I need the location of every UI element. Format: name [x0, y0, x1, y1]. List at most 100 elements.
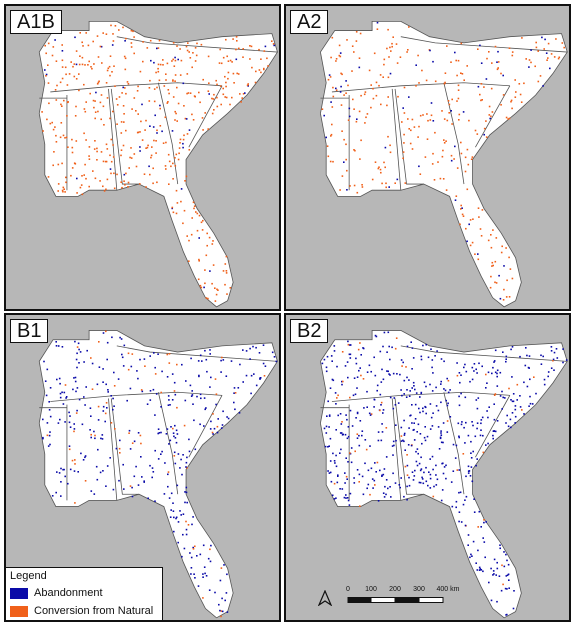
change-pixel — [75, 358, 78, 361]
change-pixel — [432, 468, 434, 471]
change-pixel — [171, 373, 174, 375]
change-pixel — [221, 356, 223, 359]
change-pixel — [186, 235, 188, 237]
change-pixel — [165, 79, 167, 81]
change-pixel — [188, 51, 190, 53]
change-pixel — [183, 105, 185, 107]
change-pixel — [396, 62, 399, 64]
change-pixel — [547, 375, 549, 378]
change-pixel — [349, 409, 352, 412]
change-pixel — [215, 79, 217, 82]
change-pixel — [275, 360, 278, 363]
change-pixel — [485, 444, 487, 446]
change-pixel — [129, 156, 131, 159]
change-pixel — [135, 110, 137, 112]
change-pixel — [380, 381, 383, 383]
change-pixel — [514, 79, 516, 81]
change-pixel — [249, 58, 251, 60]
change-pixel — [440, 499, 443, 502]
change-pixel — [177, 521, 180, 523]
change-pixel — [48, 401, 50, 403]
change-pixel — [355, 31, 358, 33]
change-pixel — [445, 140, 447, 142]
change-pixel — [502, 74, 504, 77]
change-pixel — [331, 106, 334, 108]
change-pixel — [403, 419, 405, 422]
change-pixel — [155, 152, 157, 154]
change-pixel — [368, 69, 371, 72]
change-pixel — [359, 342, 361, 344]
change-pixel — [477, 253, 479, 255]
change-pixel — [193, 419, 195, 422]
change-pixel — [118, 447, 121, 450]
change-pixel — [445, 399, 447, 402]
change-pixel — [153, 88, 156, 90]
change-pixel — [151, 467, 154, 469]
change-pixel — [204, 269, 206, 271]
legend-item-abandonment: Abandonment — [10, 586, 103, 600]
change-pixel — [168, 443, 170, 445]
change-pixel — [106, 178, 109, 181]
change-pixel — [101, 62, 103, 64]
change-pixel — [210, 376, 212, 379]
change-pixel — [99, 180, 101, 182]
change-pixel — [550, 350, 553, 352]
change-pixel — [460, 204, 462, 207]
change-pixel — [420, 392, 422, 395]
change-pixel — [230, 360, 233, 362]
change-pixel — [374, 484, 376, 486]
change-pixel — [507, 425, 510, 428]
change-pixel — [539, 75, 542, 77]
change-pixel — [476, 427, 478, 430]
change-pixel — [408, 395, 411, 397]
change-pixel — [74, 463, 76, 465]
change-pixel — [113, 371, 115, 374]
change-pixel — [94, 434, 96, 437]
change-pixel — [439, 436, 442, 439]
change-pixel — [185, 466, 187, 468]
change-pixel — [400, 440, 403, 442]
change-pixel — [73, 470, 76, 472]
state-border — [110, 398, 139, 495]
scale-tick-100: 100 — [365, 586, 377, 593]
change-pixel — [440, 434, 443, 436]
change-pixel — [339, 432, 342, 434]
change-pixel — [76, 346, 79, 348]
change-pixel — [106, 465, 109, 467]
change-pixel — [55, 99, 58, 101]
change-pixel — [186, 133, 189, 135]
change-pixel — [477, 48, 479, 50]
change-pixel — [368, 412, 371, 415]
change-pixel — [404, 449, 406, 451]
change-pixel — [119, 452, 121, 454]
change-pixel — [105, 188, 107, 191]
change-pixel — [47, 82, 50, 84]
change-pixel — [43, 360, 45, 363]
change-pixel — [501, 408, 503, 410]
change-pixel — [360, 374, 362, 377]
change-pixel — [61, 346, 64, 348]
change-pixel — [90, 415, 92, 417]
change-pixel — [491, 265, 493, 267]
change-pixel — [481, 416, 484, 419]
change-pixel — [446, 420, 449, 422]
legend-swatch-abandonment — [10, 587, 28, 599]
change-pixel — [341, 351, 344, 353]
change-pixel — [475, 464, 477, 467]
change-pixel — [73, 75, 76, 78]
change-pixel — [482, 570, 484, 573]
change-pixel — [358, 473, 361, 476]
change-pixel — [329, 471, 332, 474]
change-pixel — [507, 573, 510, 576]
change-pixel — [425, 412, 427, 415]
change-pixel — [341, 130, 343, 132]
change-pixel — [411, 387, 413, 389]
change-pixel — [129, 485, 132, 487]
change-pixel — [346, 437, 349, 440]
change-pixel — [222, 56, 225, 59]
change-pixel — [161, 370, 163, 373]
change-pixel — [106, 148, 109, 150]
change-pixel — [106, 69, 109, 72]
legend-label-conversion: Conversion from Natural — [34, 605, 154, 617]
change-pixel — [69, 426, 72, 428]
